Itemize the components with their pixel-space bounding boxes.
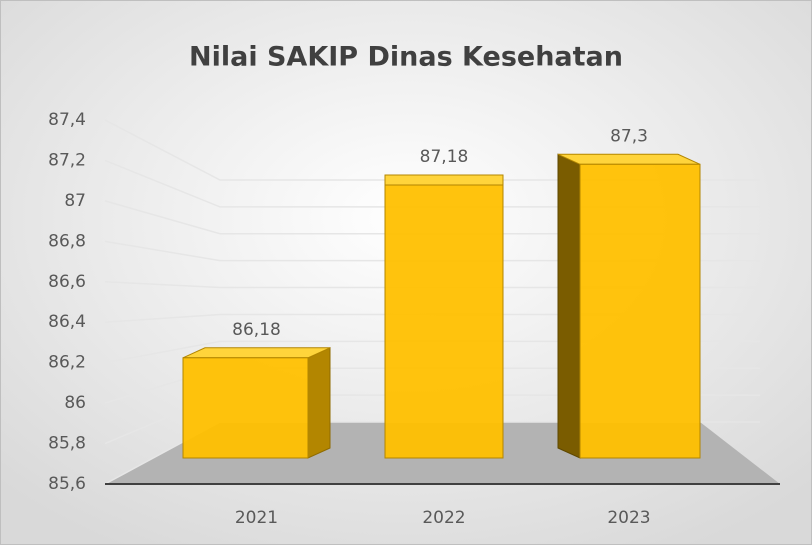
bar-front <box>384 184 504 459</box>
y-tick-label: 87,2 <box>48 150 86 170</box>
bar <box>384 174 504 459</box>
bar <box>557 153 701 459</box>
y-tick-label: 87 <box>64 191 86 211</box>
y-tick-label: 85,6 <box>48 474 86 494</box>
bar-side <box>307 347 331 459</box>
bar-top <box>384 174 504 186</box>
y-tick-label: 86,4 <box>48 312 86 332</box>
data-label: 86,18 <box>232 320 281 340</box>
bar-front <box>579 163 701 459</box>
data-label: 87,18 <box>420 147 469 167</box>
bar <box>182 347 331 459</box>
x-tick-label: 2021 <box>235 508 278 528</box>
y-tick-label: 86,2 <box>48 353 86 373</box>
chart-title: Nilai SAKIP Dinas Kesehatan <box>189 42 623 73</box>
y-tick-label: 86 <box>64 393 86 413</box>
data-label: 87,3 <box>610 126 648 146</box>
y-tick-label: 86,6 <box>48 272 86 292</box>
x-tick-label: 2023 <box>607 508 650 528</box>
x-tick-label: 2022 <box>422 508 465 528</box>
y-tick-label: 86,8 <box>48 231 86 251</box>
y-tick-label: 85,8 <box>48 434 86 454</box>
bar-front <box>182 357 309 459</box>
y-tick-label: 87,4 <box>48 110 86 130</box>
bar-top <box>557 153 701 165</box>
bar-side <box>557 153 581 459</box>
bar-top <box>182 347 331 359</box>
